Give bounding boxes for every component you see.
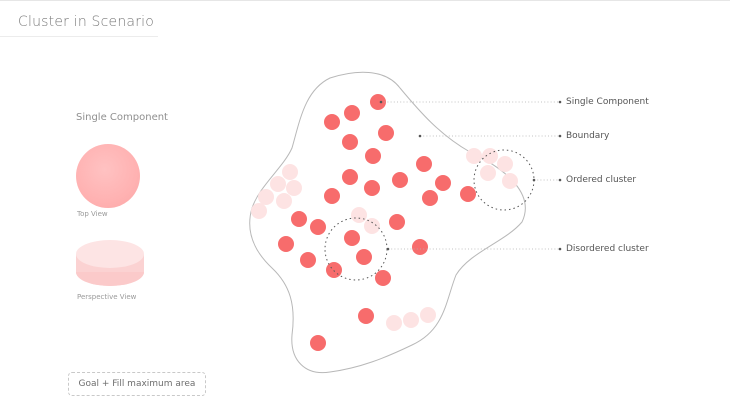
component	[416, 156, 432, 172]
component	[310, 335, 326, 351]
faded-component	[276, 193, 292, 209]
boundary-outline	[249, 71, 526, 374]
callout-single-component: Single Component	[566, 97, 649, 107]
component	[435, 175, 451, 191]
component	[370, 94, 386, 110]
goal-box: Goal + Fill maximum area	[68, 372, 206, 396]
callout-boundary: Boundary	[566, 131, 610, 141]
component	[378, 125, 394, 141]
faded-components	[251, 148, 518, 331]
faded-component	[270, 176, 286, 192]
callout-disordered-cluster: Disordered cluster	[566, 244, 649, 254]
leader-lines	[381, 101, 560, 250]
faded-component	[364, 218, 380, 234]
component	[358, 308, 374, 324]
component	[324, 188, 340, 204]
leader-dots	[379, 100, 562, 251]
component	[291, 211, 307, 227]
faded-component	[286, 180, 302, 196]
callout-ordered-cluster: Ordered cluster	[566, 175, 637, 185]
component	[365, 148, 381, 164]
faded-component	[386, 315, 402, 331]
top-rule	[0, 0, 730, 1]
component	[344, 105, 360, 121]
page-title: Cluster in Scenario	[18, 14, 155, 30]
faded-component	[251, 203, 267, 219]
faded-component	[482, 148, 498, 164]
perspective-view-caption: Perspective View	[77, 293, 137, 301]
component	[364, 180, 380, 196]
faded-component	[502, 173, 518, 189]
component-top-view-icon	[76, 144, 140, 208]
component	[392, 172, 408, 188]
faded-component	[466, 148, 482, 164]
component	[278, 236, 294, 252]
component	[375, 270, 391, 286]
component	[412, 239, 428, 255]
title-underline	[0, 36, 158, 37]
faded-component	[420, 307, 436, 323]
faded-component	[282, 164, 298, 180]
component-perspective-icon	[76, 240, 144, 286]
legend-heading: Single Component	[76, 112, 168, 123]
component	[342, 134, 358, 150]
filled-components	[278, 94, 476, 351]
component	[342, 169, 358, 185]
faded-component	[403, 312, 419, 328]
faded-component	[480, 165, 496, 181]
faded-component	[497, 156, 513, 172]
component	[344, 230, 360, 246]
component	[356, 249, 372, 265]
component	[310, 219, 326, 235]
faded-component	[351, 207, 367, 223]
component	[460, 186, 476, 202]
component	[324, 114, 340, 130]
component	[422, 190, 438, 206]
faded-component	[258, 189, 274, 205]
component	[300, 252, 316, 268]
component	[326, 262, 342, 278]
top-view-caption: Top View	[77, 210, 108, 218]
component	[389, 214, 405, 230]
